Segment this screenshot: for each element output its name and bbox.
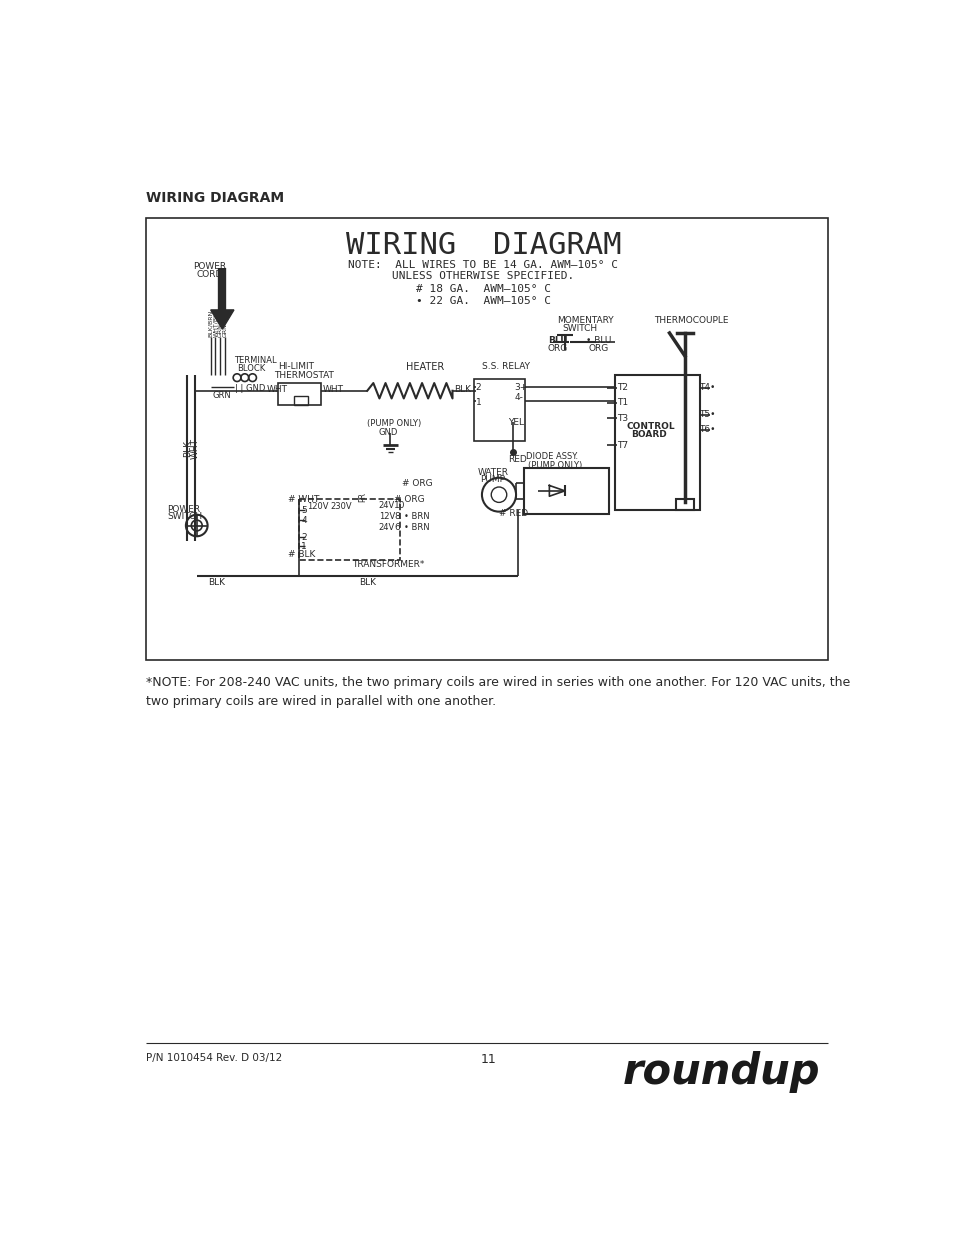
Bar — [675, 499, 694, 510]
Text: WHT: WHT — [191, 438, 199, 459]
Text: 2: 2 — [476, 383, 481, 391]
Text: roundup: roundup — [622, 1051, 820, 1093]
Text: 8: 8 — [394, 511, 399, 521]
Text: (PUMP ONLY): (PUMP ONLY) — [527, 461, 581, 469]
Text: 1: 1 — [301, 542, 307, 552]
Text: CORD: CORD — [196, 270, 223, 279]
Text: HEATER: HEATER — [406, 362, 444, 372]
Text: 24V: 24V — [378, 524, 395, 532]
Text: BLK: BLK — [208, 578, 225, 587]
Text: # BLK: # BLK — [288, 550, 315, 559]
Text: T1: T1 — [617, 399, 627, 408]
Text: PUMP: PUMP — [480, 475, 505, 484]
Text: WIRING  DIAGRAM: WIRING DIAGRAM — [345, 231, 620, 261]
Text: GND: GND — [378, 427, 397, 437]
Text: GRN: GRN — [212, 390, 231, 400]
Text: 5: 5 — [301, 506, 307, 515]
Text: TRANSFORMER*: TRANSFORMER* — [352, 561, 424, 569]
Text: DIODE ASSY.: DIODE ASSY. — [525, 452, 578, 462]
Text: T2: T2 — [617, 383, 627, 391]
Text: BLK: BLK — [183, 440, 192, 457]
Text: 4-: 4- — [514, 393, 523, 403]
Text: | | GND: | | GND — [235, 384, 266, 393]
Text: 1: 1 — [476, 399, 481, 408]
Text: BLU: BLU — [547, 336, 567, 345]
Text: BLOCK: BLOCK — [236, 364, 265, 373]
Text: MOMENTARY: MOMENTARY — [557, 316, 613, 325]
Text: PR: PR — [357, 493, 367, 503]
Text: 4: 4 — [301, 516, 307, 525]
Text: THERMOSTAT: THERMOSTAT — [274, 370, 334, 379]
Text: 6: 6 — [394, 524, 399, 532]
Text: WHT/BLU: WHT/BLU — [213, 308, 217, 337]
Text: T4•: T4• — [699, 383, 715, 391]
Text: 230V: 230V — [330, 503, 352, 511]
Text: SWITCH: SWITCH — [562, 324, 597, 332]
Text: YEL: YEL — [508, 417, 524, 427]
Text: UNLESS OTHERWISE SPECIFIED.: UNLESS OTHERWISE SPECIFIED. — [392, 272, 574, 282]
Bar — [523, 468, 608, 514]
Text: WATER: WATER — [477, 468, 509, 477]
Text: • BRN: • BRN — [403, 524, 429, 532]
Text: # WHT: # WHT — [288, 495, 319, 504]
Text: WHT: WHT — [322, 385, 343, 394]
Text: 2: 2 — [301, 534, 307, 542]
Text: # 18 GA.  AWM–105° C: # 18 GA. AWM–105° C — [416, 284, 551, 294]
Text: 24V: 24V — [378, 501, 395, 510]
Text: 120V: 120V — [307, 503, 328, 511]
Text: 10: 10 — [394, 501, 405, 510]
Text: • BLU: • BLU — [585, 336, 611, 345]
Text: P/N 1010454 Rev. D 03/12: P/N 1010454 Rev. D 03/12 — [146, 1053, 282, 1063]
Bar — [298, 499, 399, 561]
Text: *NOTE: For 208-240 VAC units, the two primary coils are wired in series with one: *NOTE: For 208-240 VAC units, the two pr… — [146, 676, 850, 708]
Text: T3: T3 — [617, 414, 627, 422]
Text: HI-LIMIT: HI-LIMIT — [278, 362, 314, 372]
Text: ORG: ORG — [588, 343, 609, 353]
Text: BLK/BRN: BLK/BRN — [208, 310, 213, 337]
Bar — [294, 396, 307, 405]
Text: BLK: BLK — [359, 578, 376, 587]
Text: (PUMP ONLY): (PUMP ONLY) — [367, 419, 421, 429]
Text: 3+: 3+ — [514, 383, 527, 391]
Text: T6•: T6• — [699, 425, 715, 435]
Bar — [615, 375, 700, 510]
Text: CONTROL: CONTROL — [626, 421, 675, 431]
Text: BLK: BLK — [454, 385, 471, 394]
Text: THERMOCOUPLE: THERMOCOUPLE — [654, 316, 728, 325]
Text: ORG: ORG — [547, 343, 567, 353]
Text: T5•: T5• — [699, 410, 715, 419]
Text: NOTE:  ALL WIRES TO BE 14 GA. AWM–105° C: NOTE: ALL WIRES TO BE 14 GA. AWM–105° C — [348, 259, 618, 270]
Text: • BRN: • BRN — [403, 511, 429, 521]
Text: RED: RED — [508, 454, 526, 463]
Text: 11: 11 — [480, 1053, 497, 1066]
Text: GRN: GRN — [217, 324, 222, 337]
Text: WIRING DIAGRAM: WIRING DIAGRAM — [146, 190, 284, 205]
Text: • 22 GA.  AWM–105° C: • 22 GA. AWM–105° C — [416, 296, 551, 306]
Text: T7: T7 — [617, 441, 627, 450]
Text: # ORG: # ORG — [394, 495, 424, 504]
Text: GRN-YEL: GRN-YEL — [222, 310, 227, 337]
Bar — [146, 217, 827, 661]
Text: # ORG: # ORG — [402, 479, 433, 488]
Text: 12V: 12V — [378, 511, 395, 521]
Text: POWER: POWER — [193, 262, 226, 272]
Text: # RED: # RED — [498, 509, 528, 517]
Text: SWITCH: SWITCH — [167, 513, 202, 521]
Bar — [278, 383, 320, 405]
Text: BOARD: BOARD — [630, 430, 666, 438]
Polygon shape — [211, 310, 233, 330]
Text: S.S. RELAY: S.S. RELAY — [481, 362, 530, 372]
Text: WHT: WHT — [266, 385, 287, 394]
Text: TERMINAL: TERMINAL — [233, 356, 276, 366]
Text: POWER: POWER — [167, 505, 200, 514]
Bar — [474, 379, 524, 441]
